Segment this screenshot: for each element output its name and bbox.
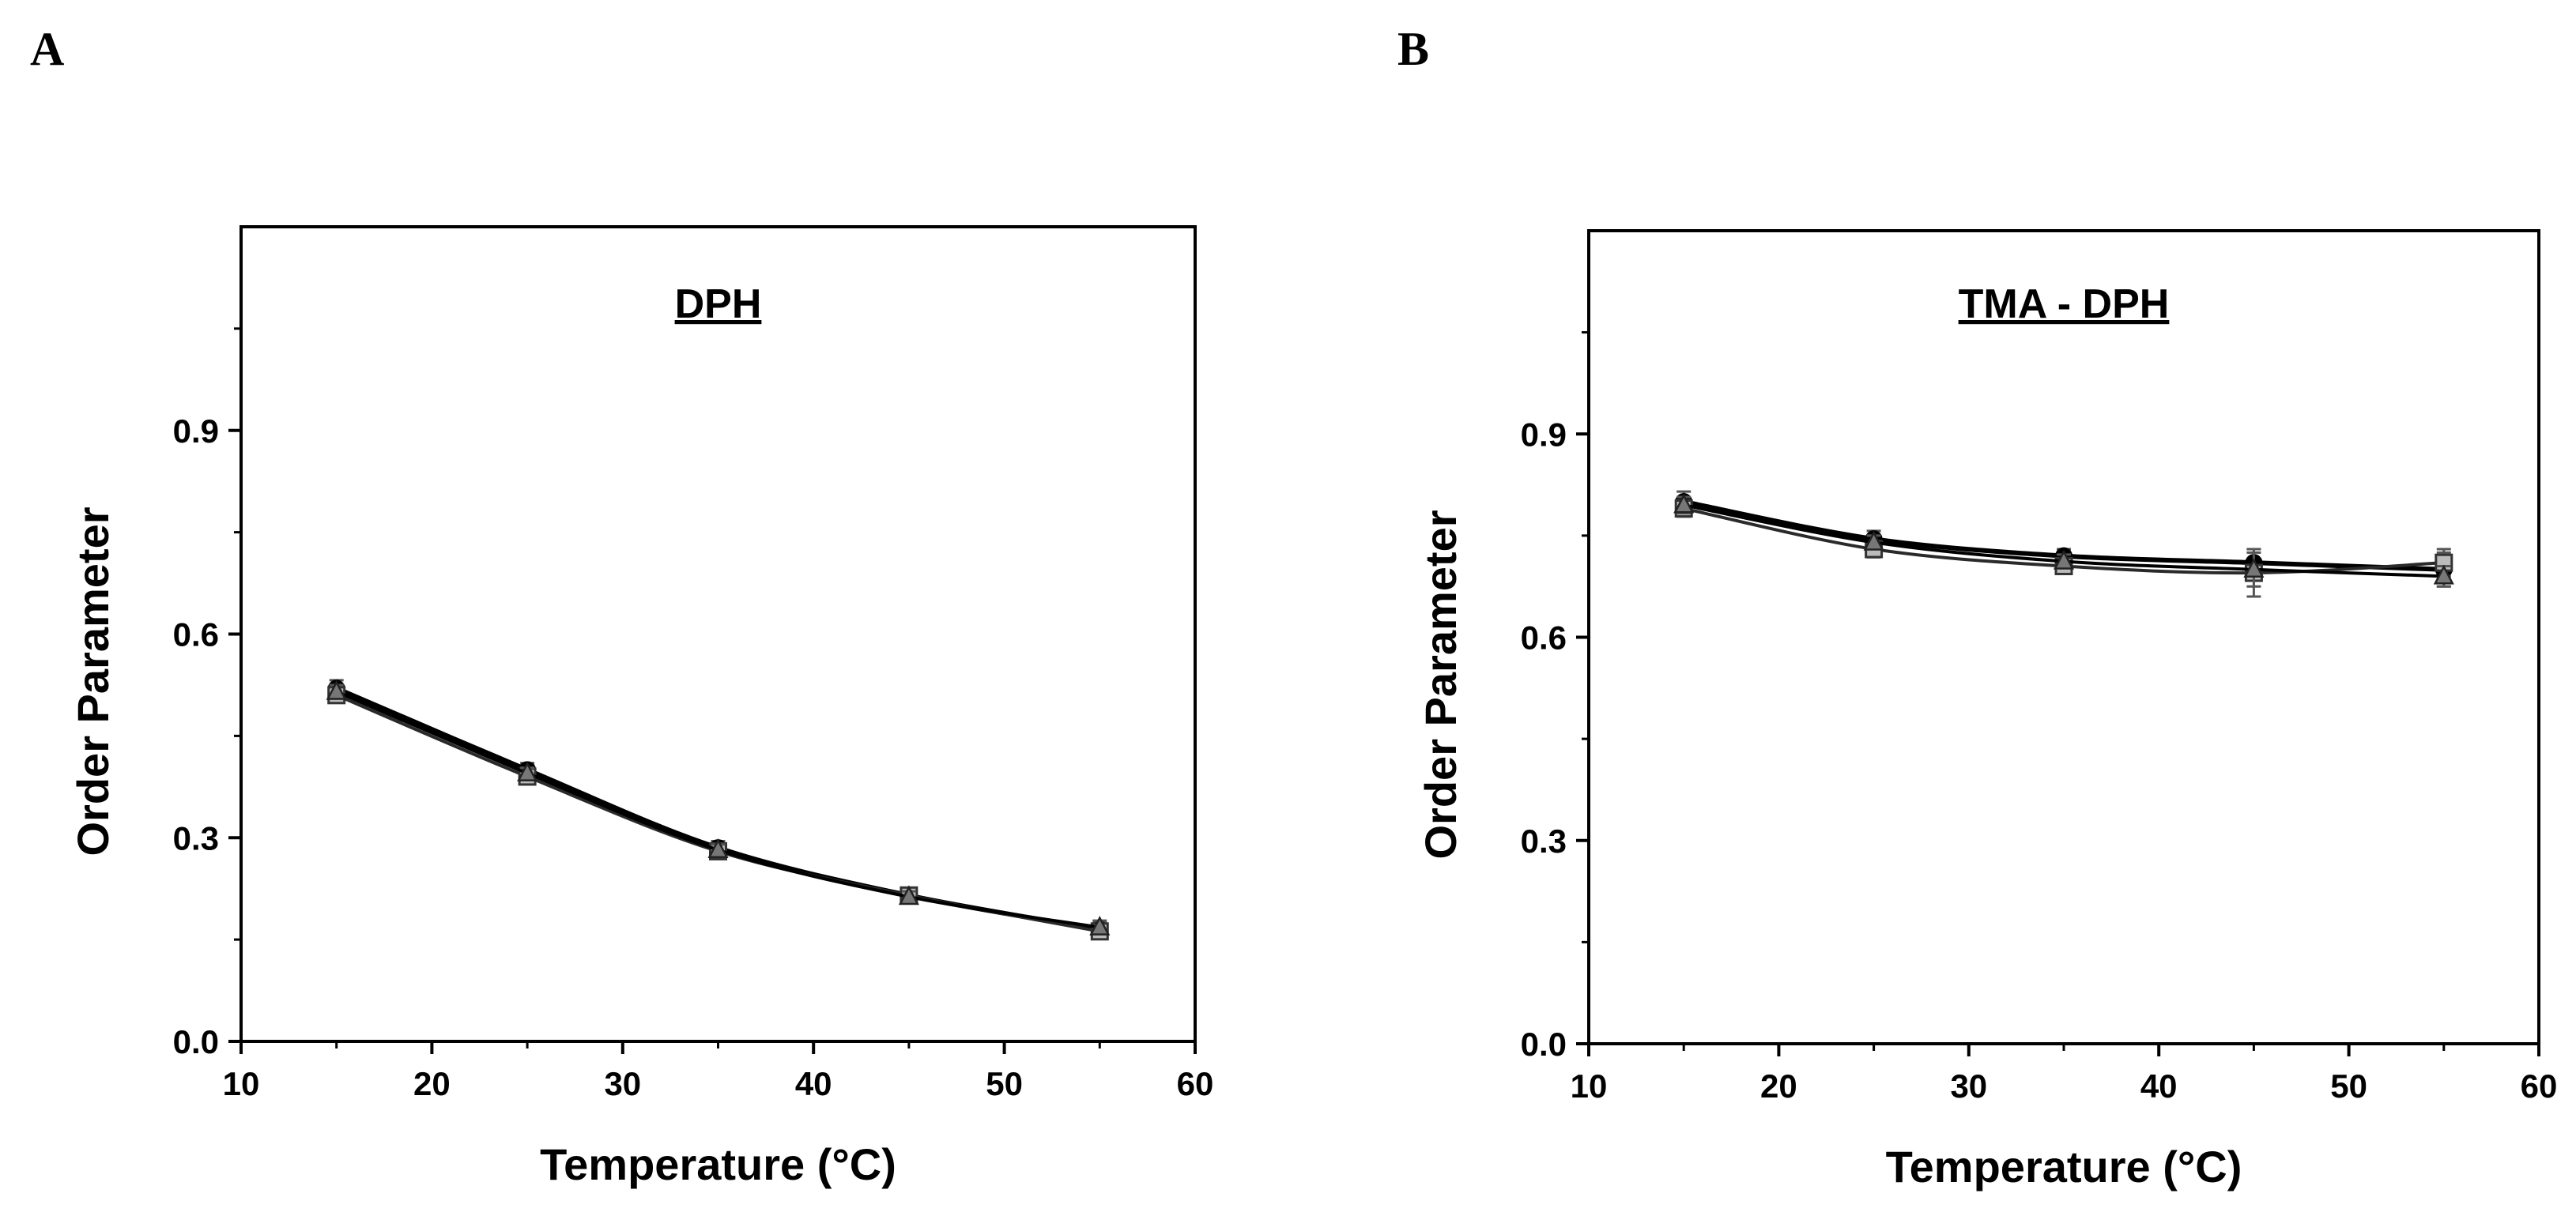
- x-tick-label: 60: [1177, 1065, 1214, 1102]
- x-tick-label: 60: [2521, 1067, 2558, 1105]
- series-line: [335, 693, 1100, 933]
- panel-letter-a: A: [30, 23, 65, 75]
- data-point: [2053, 549, 2075, 570]
- x-tick-label: 30: [604, 1065, 641, 1102]
- x-tick-label: 30: [1950, 1067, 1987, 1105]
- series-line: [335, 690, 1100, 929]
- x-tick-label: 40: [2140, 1067, 2178, 1105]
- plot-frame: [1587, 229, 2540, 1045]
- data-point: [898, 885, 919, 905]
- y-tick-label: 0.6: [173, 616, 219, 653]
- x-tick-label: 40: [795, 1065, 832, 1102]
- y-tick-label: 0.3: [1521, 823, 1567, 860]
- data-point: [1673, 493, 1695, 514]
- data-point: [2433, 564, 2454, 585]
- data-point: [2243, 558, 2265, 578]
- y-tick-label: 0.3: [173, 819, 219, 856]
- x-tick-label: 20: [413, 1065, 451, 1102]
- series-2: [1673, 493, 2454, 588]
- panel-letter-b: B: [1397, 23, 1430, 75]
- chart-dph: 10 20 30 40 50 60 0.0 0.3 0.6 0.9 Temperature (°C)…: [68, 225, 1214, 1189]
- y-tick-label: 0.9: [173, 412, 219, 450]
- chart-title: DPH: [675, 281, 762, 327]
- series-0: [327, 679, 1109, 939]
- x-tick-label: 50: [2330, 1067, 2367, 1105]
- data-point: [1863, 530, 1884, 551]
- x-tick-label: 10: [1571, 1067, 1608, 1105]
- x-tick-label: 20: [1760, 1067, 1797, 1105]
- data-point: [707, 838, 729, 858]
- x-tick-label: 50: [986, 1065, 1023, 1102]
- series-1: [327, 686, 1109, 941]
- data-point: [326, 680, 347, 700]
- series-2: [326, 680, 1111, 936]
- y-axis-label: Order Parameter: [1416, 510, 1465, 859]
- y-tick-label: 0.9: [1521, 416, 1567, 453]
- data-point: [517, 761, 538, 781]
- data-point: [1089, 915, 1111, 936]
- y-axis-label: Order Parameter: [68, 506, 118, 856]
- x-axis-label: Temperature (°C): [540, 1139, 896, 1189]
- y-tick-label: 0.0: [1521, 1026, 1567, 1063]
- series-line: [335, 686, 1100, 932]
- chart-tma-dph: 10 20 30 40 50 60 0.0 0.3 0.6 0.9 Temperature (°C)…: [1416, 229, 2558, 1192]
- chart-title: TMA - DPH: [1959, 281, 2170, 327]
- x-tick-label: 10: [223, 1065, 260, 1102]
- y-tick-label: 0.0: [173, 1023, 219, 1060]
- x-axis-label: Temperature (°C): [1886, 1142, 2242, 1192]
- y-tick-label: 0.6: [1521, 619, 1567, 657]
